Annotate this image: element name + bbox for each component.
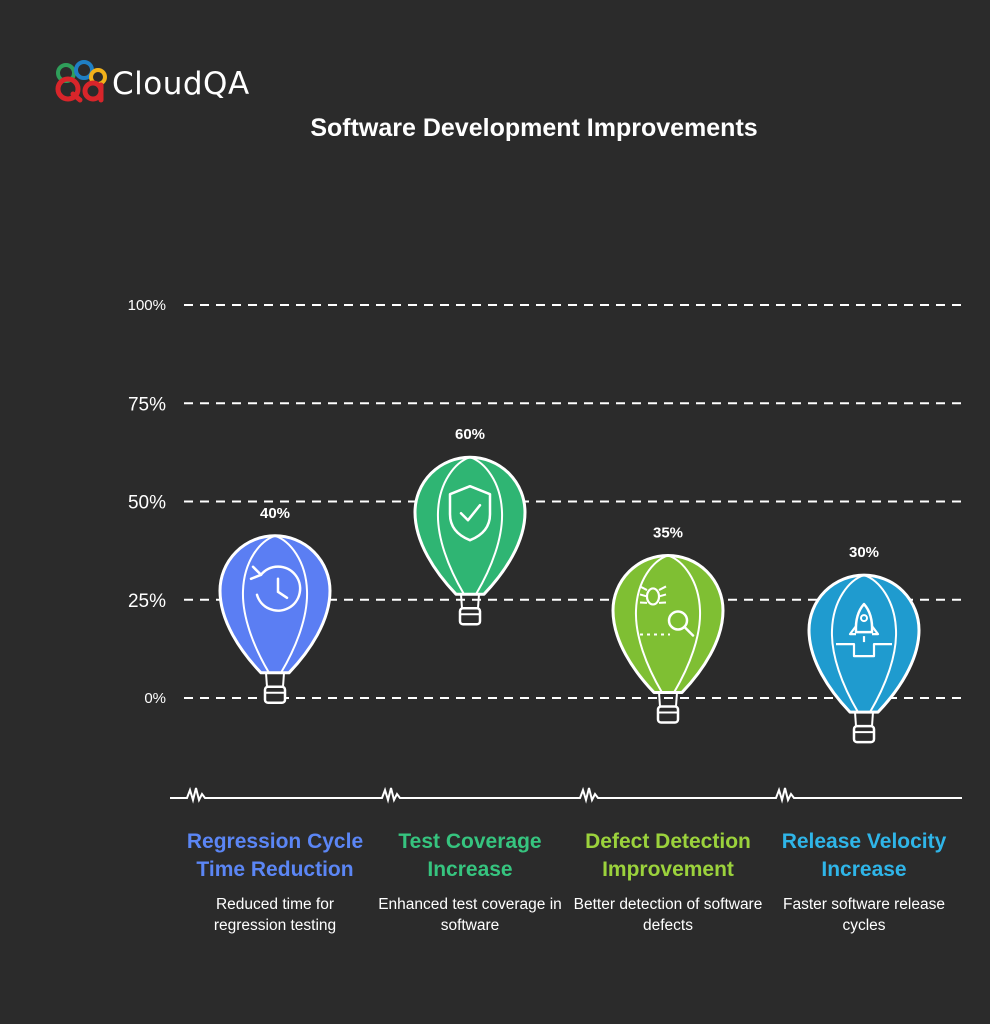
category-title: Regression Cycle Time Reduction (186, 830, 364, 881)
rocket-launch-icon (836, 602, 892, 658)
category-description: Enhanced test coverage in software (378, 896, 562, 934)
bug-search-icon (639, 585, 695, 637)
balloon-bar (611, 553, 725, 724)
value-label: 40% (260, 505, 290, 522)
y-tick-label: 50% (128, 493, 166, 514)
cloudqa-logo (55, 60, 107, 103)
chart-title: Software Development Improvements (310, 114, 758, 142)
clock-rewind-icon (249, 565, 302, 612)
balloon-bar (807, 573, 921, 744)
category-label: Test Coverage Increase Enhanced test cove… (375, 828, 565, 936)
y-tick-label: 75% (128, 394, 166, 415)
y-tick-label: 0% (144, 690, 166, 707)
category-label: Defect Detection Improvement Better detec… (573, 828, 763, 936)
category-description: Faster software release cycles (783, 896, 945, 934)
category-description: Reduced time for regression testing (213, 896, 337, 934)
value-label: 60% (455, 426, 485, 443)
balloon-bar (413, 455, 527, 626)
shield-check-icon (448, 484, 492, 542)
category-title: Test Coverage Increase (398, 830, 542, 881)
balloon-bar (218, 534, 332, 705)
category-title: Defect Detection Improvement (585, 830, 751, 881)
brand-name: CloudQA (112, 66, 250, 102)
value-label: 30% (849, 544, 879, 561)
category-label: Regression Cycle Time Reduction Reduced t… (180, 828, 370, 936)
category-description: Better detection of software defects (573, 896, 763, 934)
y-tick-label: 100% (128, 297, 166, 314)
category-label: Release Velocity Increase Faster software… (769, 828, 959, 936)
category-title: Release Velocity Increase (781, 830, 947, 881)
value-label: 35% (653, 524, 683, 541)
y-tick-label: 25% (128, 591, 166, 612)
baseline (170, 786, 962, 804)
